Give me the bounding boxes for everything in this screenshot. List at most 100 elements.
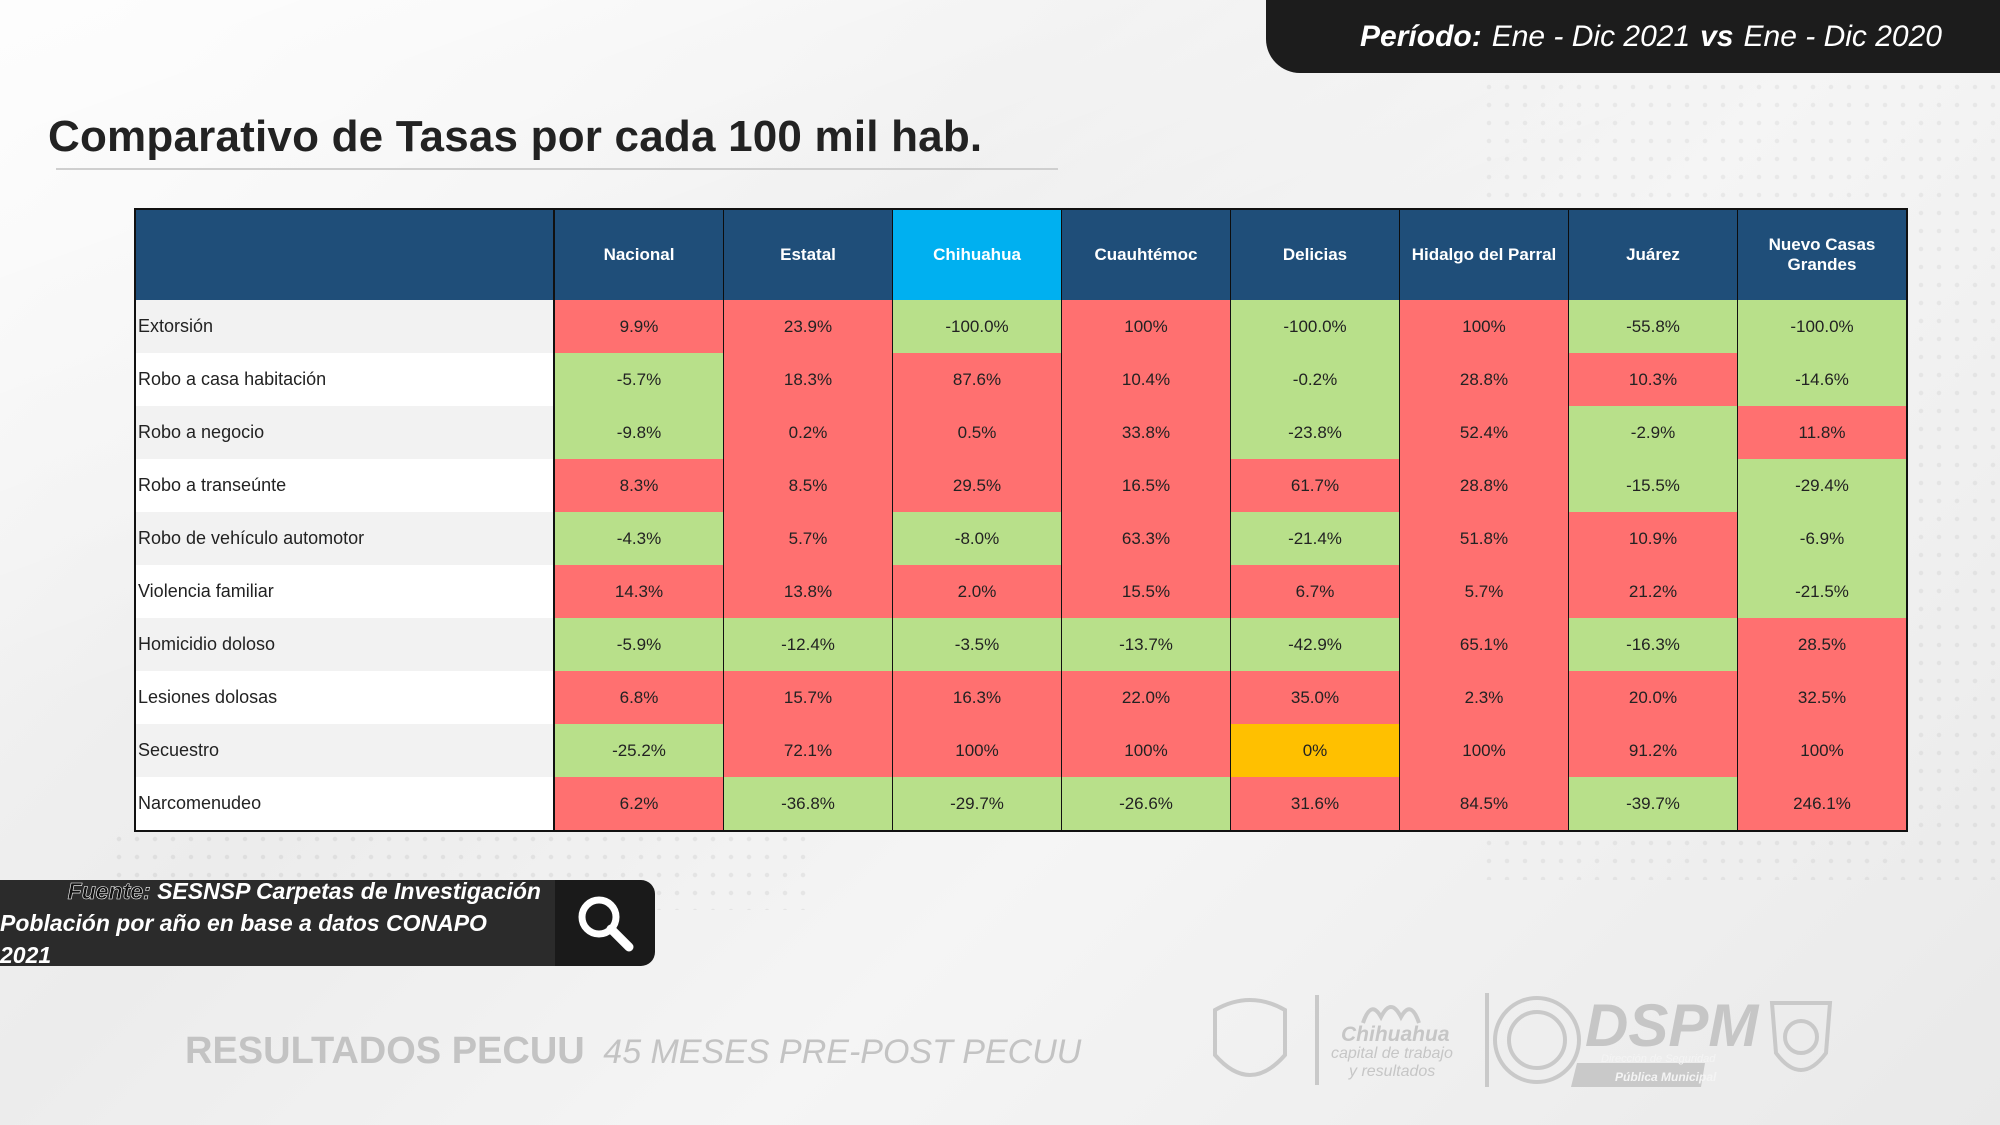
table-cell: 18.3%	[723, 353, 893, 406]
table-cell: 100%	[1399, 300, 1569, 353]
table-cell: -5.7%	[554, 353, 724, 406]
table-cell: 100%	[1061, 724, 1231, 777]
search-icon	[578, 896, 634, 952]
table-cell: 23.9%	[723, 300, 893, 353]
table-cell: -100.0%	[1737, 300, 1908, 353]
row-label: Robo a transeúnte	[135, 459, 555, 512]
table-cell: 8.3%	[554, 459, 724, 512]
table-cell: -100.0%	[1230, 300, 1400, 353]
table-cell: -2.9%	[1568, 406, 1738, 459]
table-cell: 31.6%	[1230, 777, 1400, 831]
table-cell: 33.8%	[1061, 406, 1231, 459]
table-cell: 5.7%	[1399, 565, 1569, 618]
table-cell: 28.8%	[1399, 459, 1569, 512]
period-vs: vs	[1700, 19, 1734, 53]
table-cell: 10.4%	[1061, 353, 1231, 406]
logo-city-name: Chihuahua	[1341, 1023, 1450, 1046]
table-cell: -12.4%	[723, 618, 893, 671]
logo-dspm: DSPM	[1585, 992, 1759, 1059]
row-label: Violencia familiar	[135, 565, 555, 618]
footer-brand-subtitle: 45 MESES PRE-POST PECUU	[603, 1033, 1082, 1071]
row-label: Robo a negocio	[135, 406, 555, 459]
table-cell: -6.9%	[1737, 512, 1908, 565]
table-cell: 14.3%	[554, 565, 724, 618]
table-cell: -0.2%	[1230, 353, 1400, 406]
table-cell: -21.4%	[1230, 512, 1400, 565]
table-cell: 91.2%	[1568, 724, 1738, 777]
table-cell: -13.7%	[1061, 618, 1231, 671]
table-cell: -5.9%	[554, 618, 724, 671]
source-line-1: Fuente: SESNSP Carpetas de Investigación	[67, 875, 541, 907]
period-banner: Período: Ene - Dic 2021 vs Ene - Dic 202…	[1266, 0, 2000, 73]
table-cell: -21.5%	[1737, 565, 1908, 618]
table-cell: -25.2%	[554, 724, 724, 777]
table-cell: 84.5%	[1399, 777, 1569, 831]
table-cell: 22.0%	[1061, 671, 1231, 724]
search-button[interactable]	[555, 880, 655, 966]
column-header: Chihuahua	[892, 209, 1062, 300]
table-cell: 2.0%	[892, 565, 1062, 618]
table-cell: -14.6%	[1737, 353, 1908, 406]
table-cell: 2.3%	[1399, 671, 1569, 724]
title-underline	[56, 168, 1058, 170]
table-row: Robo a casa habitación -5.7% 18.3% 87.6% 10.…	[135, 353, 1908, 406]
row-label: Robo a casa habitación	[135, 353, 555, 406]
table-cell: 35.0%	[1230, 671, 1400, 724]
rates-table: Nacional Estatal Chihuahua Cuauhtémoc Delici…	[134, 208, 1908, 832]
table-cell: 5.7%	[723, 512, 893, 565]
table-cell: 100%	[1737, 724, 1908, 777]
period-label: Período:	[1360, 19, 1482, 53]
source-label: Fuente:	[67, 878, 151, 905]
table-cell: 15.5%	[1061, 565, 1231, 618]
row-label: Narcomenudeo	[135, 777, 555, 831]
logo-city-tagline-1: capital de trabajo	[1331, 1045, 1453, 1062]
source-text-2: Población por año en base a datos CONAPO…	[0, 910, 487, 968]
table-cell: -29.4%	[1737, 459, 1908, 512]
table-cell: 6.2%	[554, 777, 724, 831]
table-cell: -29.7%	[892, 777, 1062, 831]
table-cell: 10.9%	[1568, 512, 1738, 565]
table-cell: 100%	[1399, 724, 1569, 777]
table-row: Violencia familiar 14.3% 13.8% 2.0% 15.5% 6.7…	[135, 565, 1908, 618]
table-cell: -39.7%	[1568, 777, 1738, 831]
table-cell: -26.6%	[1061, 777, 1231, 831]
table-cell: 61.7%	[1230, 459, 1400, 512]
source-text-1: SESNSP Carpetas de Investigación	[157, 878, 541, 904]
table-cell: 21.2%	[1568, 565, 1738, 618]
period-current: Ene - Dic 2021	[1491, 19, 1691, 53]
table-row: Lesiones dolosas 6.8% 15.7% 16.3% 22.0% 35.0%…	[135, 671, 1908, 724]
table-cell: -9.8%	[554, 406, 724, 459]
column-header: Hidalgo del Parral	[1399, 209, 1569, 300]
table-cell: 29.5%	[892, 459, 1062, 512]
table-cell: -15.5%	[1568, 459, 1738, 512]
column-header: Nacional	[554, 209, 724, 300]
table-cell: 16.5%	[1061, 459, 1231, 512]
table-cell: 32.5%	[1737, 671, 1908, 724]
table-cell: 63.3%	[1061, 512, 1231, 565]
table-cell: 0%	[1230, 724, 1400, 777]
table-cell: 100%	[1061, 300, 1231, 353]
logo-city-tagline-2: y resultados	[1349, 1063, 1436, 1080]
page-title: Comparativo de Tasas por cada 100 mil ha…	[48, 112, 983, 161]
column-header: Delicias	[1230, 209, 1400, 300]
table-cell: 51.8%	[1399, 512, 1569, 565]
row-label: Homicidio doloso	[135, 618, 555, 671]
footer-brand-title: RESULTADOS PECUU	[185, 1030, 585, 1072]
table-cell: 6.8%	[554, 671, 724, 724]
table-row: Robo de vehículo automotor -4.3% 5.7% -8.0%…	[135, 512, 1908, 565]
table-header-row: Nacional Estatal Chihuahua Cuauhtémoc Delici…	[135, 209, 1908, 300]
table-row: Robo a negocio -9.8% 0.2% 0.5% 33.8% -23.8% 52…	[135, 406, 1908, 459]
table-row: Extorsión 9.9% 23.9% -100.0% 100% -100.0% 100%…	[135, 300, 1908, 353]
table-cell: 20.0%	[1568, 671, 1738, 724]
logos-graphic	[1213, 993, 1833, 1087]
table-cell: -16.3%	[1568, 618, 1738, 671]
table-cell: -23.8%	[1230, 406, 1400, 459]
logo-dspm-line-2: Pública Municipal	[1615, 1070, 1717, 1084]
table-cell: 65.1%	[1399, 618, 1569, 671]
table-cell: 246.1%	[1737, 777, 1908, 831]
table-cell: -42.9%	[1230, 618, 1400, 671]
table-cell: 11.8%	[1737, 406, 1908, 459]
table-cell: 0.2%	[723, 406, 893, 459]
table-cell: -3.5%	[892, 618, 1062, 671]
table-cell: 16.3%	[892, 671, 1062, 724]
